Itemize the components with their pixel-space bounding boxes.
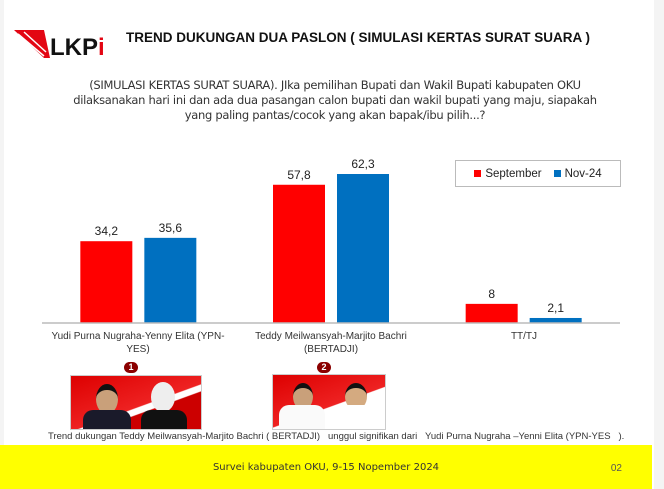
candidate-number-badge: 2 bbox=[317, 362, 331, 373]
summary-text: Trend dukungan Teddy Meilwansyah-Marjito… bbox=[48, 431, 625, 442]
candidate-photo-2 bbox=[272, 374, 386, 430]
lkpi-logo: LKPi bbox=[14, 30, 105, 61]
legend-item-nov-24: Nov-24 bbox=[553, 168, 602, 180]
bar-chart: 34,2 35,6 57,8 62,3 8 2,1 bbox=[42, 157, 620, 324]
data-label: 57,8 bbox=[287, 168, 311, 182]
bar-september bbox=[465, 303, 518, 323]
survey-question: (SIMULASI KERTAS SURAT SUARA). JIka pemi… bbox=[73, 78, 597, 122]
chart-legend: September Nov-24 bbox=[455, 160, 621, 187]
candidate-number-badge: 1 bbox=[124, 362, 138, 373]
legend-item-september: September bbox=[474, 168, 542, 180]
svg-text:LKPi: LKPi bbox=[50, 34, 105, 61]
bar-nov-24 bbox=[529, 317, 582, 323]
category-label: TT/TJ bbox=[510, 331, 538, 342]
category-label: Teddy Meilwansyah-Marjito Bachri (BERTAD… bbox=[255, 331, 407, 355]
data-label: 34,2 bbox=[95, 224, 119, 238]
data-label: 8 bbox=[488, 287, 495, 301]
data-label: 35,6 bbox=[159, 221, 183, 235]
category-label: Yudi Purna Nugraha-Yenny Elita (YPN-YES) bbox=[51, 331, 225, 355]
bar-nov-24 bbox=[337, 174, 389, 323]
bar-september bbox=[273, 184, 325, 323]
data-label: 2,1 bbox=[547, 301, 564, 315]
bar-september bbox=[80, 241, 133, 323]
footer-bar: Survei kabupaten OKU, 9-15 Nopember 2024… bbox=[0, 445, 652, 489]
footer-text: Survei kabupaten OKU, 9-15 Nopember 2024 bbox=[212, 462, 440, 473]
data-label: 62,3 bbox=[351, 157, 375, 171]
page-title: TREND DUKUNGAN DUA PASLON ( SIMULASI KER… bbox=[126, 30, 590, 45]
bar-nov-24 bbox=[144, 237, 197, 323]
page-number: 02 bbox=[610, 463, 622, 474]
candidate-photo-1 bbox=[70, 375, 202, 430]
